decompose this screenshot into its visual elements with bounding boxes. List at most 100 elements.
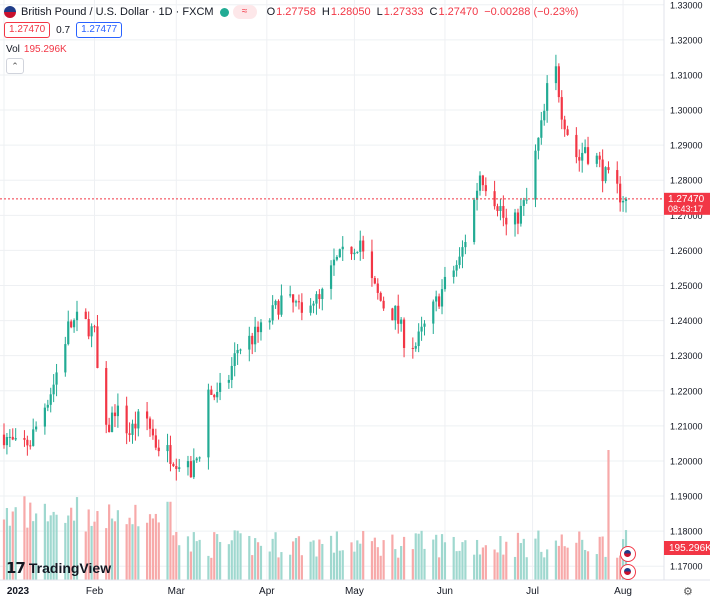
candle-body xyxy=(259,322,263,333)
volume-bar xyxy=(207,555,210,580)
volume-bar xyxy=(595,554,598,580)
volume-bar xyxy=(607,450,610,580)
candle-body xyxy=(75,311,79,321)
symbol-title[interactable]: British Pound / U.S. Dollar · 1D · FXCM xyxy=(21,6,214,18)
volume-bar xyxy=(233,530,236,580)
candle-body xyxy=(350,246,353,255)
time-tick-label: Apr xyxy=(259,586,275,597)
volume-bar xyxy=(294,537,298,580)
event-flag-icon[interactable] xyxy=(620,546,636,562)
volume-bar xyxy=(277,557,280,580)
candle-body xyxy=(125,405,128,434)
chevron-up-icon[interactable]: ⌃ xyxy=(6,58,24,74)
candle-body xyxy=(289,294,292,296)
candle-body xyxy=(382,300,385,309)
candle-body xyxy=(607,167,610,171)
candle-body xyxy=(546,83,549,111)
volume-bar xyxy=(581,539,584,580)
volume-bar xyxy=(254,538,257,580)
candle-body xyxy=(461,247,464,257)
volume-bar xyxy=(370,541,374,580)
volume-bar xyxy=(239,533,242,580)
ohlc-high-value: 1.28050 xyxy=(330,6,371,18)
volume-bar xyxy=(154,513,157,580)
candle-body xyxy=(484,185,487,192)
candle-body xyxy=(329,265,333,289)
volume-bar xyxy=(32,521,35,580)
price-tick-label: 1.26000 xyxy=(670,246,703,256)
price-tick-label: 1.27000 xyxy=(670,211,703,221)
gear-icon[interactable]: ⚙ xyxy=(683,586,693,598)
volume-legend[interactable]: Vol 195.296K xyxy=(6,44,67,55)
volume-bar xyxy=(291,541,295,580)
time-axis[interactable]: 2023 Feb Mar Apr May Jun Jul Aug xyxy=(7,586,632,597)
volume-bar xyxy=(402,536,406,580)
price-tick-label: 1.30000 xyxy=(670,106,703,116)
volume-bar xyxy=(11,511,14,580)
candle-body xyxy=(55,372,58,385)
candle-body xyxy=(277,300,280,315)
candle-body xyxy=(5,437,9,446)
candle-body xyxy=(496,206,499,212)
volume-bar xyxy=(280,552,283,580)
candle-body xyxy=(595,155,598,164)
volume-bar xyxy=(256,542,260,580)
candle-body xyxy=(297,301,301,303)
price-tick-label: 1.21000 xyxy=(670,421,703,431)
volume-bar xyxy=(23,496,26,580)
candle-body xyxy=(108,424,111,433)
volume-bar xyxy=(14,507,17,580)
candle-body xyxy=(195,458,198,461)
sell-price-button[interactable]: 1.27470 xyxy=(4,22,51,38)
candle-body xyxy=(151,428,155,436)
volume-bar xyxy=(105,528,108,580)
price-tick-label: 1.22000 xyxy=(670,386,703,396)
candle-body xyxy=(473,199,476,242)
last-price-tag: 1.27470 08:43:17 xyxy=(664,192,710,215)
volume-bar xyxy=(598,536,601,580)
candle-body xyxy=(178,467,181,469)
candle-body xyxy=(90,326,93,337)
volume-bar xyxy=(481,547,485,580)
candle-body xyxy=(110,412,114,433)
candle-body xyxy=(312,303,315,306)
event-flag-icon[interactable] xyxy=(620,564,636,580)
volume-bar xyxy=(546,549,549,580)
price-tick-label: 1.23000 xyxy=(670,351,703,361)
volume-bar xyxy=(186,536,190,580)
candle-body xyxy=(534,150,537,200)
market-status-icon[interactable] xyxy=(219,7,229,17)
candle-body xyxy=(560,97,563,120)
volume-bar xyxy=(72,520,76,580)
candle-body xyxy=(198,457,201,459)
volume-bar xyxy=(271,538,274,580)
candle-body xyxy=(376,283,379,293)
candle-body xyxy=(435,296,438,302)
candle-body xyxy=(105,368,108,425)
volume-bar xyxy=(601,536,604,580)
candle-body xyxy=(300,302,303,313)
price-axis[interactable]: 1.33000 1.32000 1.31000 1.30000 1.29000 1.280… xyxy=(670,0,703,571)
ohlc-close-key: C xyxy=(429,6,438,18)
volume-bar xyxy=(540,551,543,580)
volume-bar xyxy=(128,517,131,580)
volume-bar xyxy=(87,509,90,580)
volume-bar xyxy=(113,521,117,580)
data-status-icon[interactable]: ≈ xyxy=(232,5,257,19)
volume-bar xyxy=(522,538,525,580)
volume-bar xyxy=(382,540,385,580)
candle-body xyxy=(455,264,458,271)
candle-body xyxy=(513,212,517,225)
volume-bar xyxy=(443,542,447,580)
candle-body xyxy=(210,389,213,395)
tradingview-logo[interactable]: 17 TradingView xyxy=(6,559,111,577)
candle-body xyxy=(233,353,236,366)
price-tick-label: 1.20000 xyxy=(670,456,703,466)
volume-bar xyxy=(309,541,312,580)
candle-body xyxy=(216,391,219,398)
volume-bar xyxy=(192,532,195,580)
volume-bar xyxy=(145,522,149,580)
buy-price-button[interactable]: 1.27477 xyxy=(76,22,123,38)
